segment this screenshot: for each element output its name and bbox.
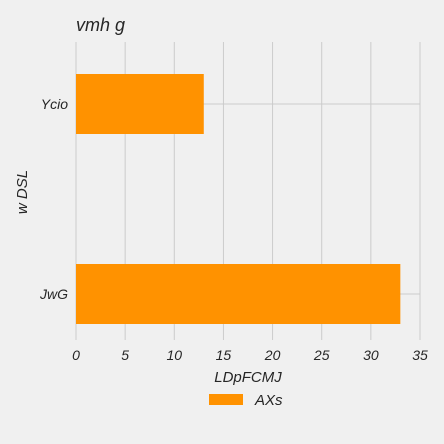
y-tick-label: JwG [39, 286, 68, 302]
bar-ycio [76, 74, 204, 134]
legend: AXs [209, 392, 283, 409]
x-tick-label: 5 [121, 347, 129, 363]
x-tick-label: 15 [216, 347, 232, 363]
x-axis-label: LDpFCMJ [214, 369, 282, 386]
x-tick-label: 35 [412, 347, 428, 363]
y-tick-labels: Ycio JwG [39, 96, 68, 302]
legend-label-axs: AXs [254, 392, 283, 409]
y-tick-label: Ycio [41, 96, 68, 112]
bar-jwg [76, 264, 401, 324]
x-tick-label: 0 [72, 347, 80, 363]
legend-swatch-axs [209, 394, 243, 405]
y-axis-label: w DSL [14, 170, 31, 214]
chart-title: vmh g [76, 15, 125, 35]
x-tick-label: 10 [166, 347, 182, 363]
x-tick-label: 20 [264, 347, 281, 363]
bars [76, 74, 401, 324]
x-tick-labels: 0 5 10 15 20 25 30 35 [72, 347, 428, 363]
x-tick-label: 25 [313, 347, 330, 363]
x-tick-label: 30 [363, 347, 379, 363]
